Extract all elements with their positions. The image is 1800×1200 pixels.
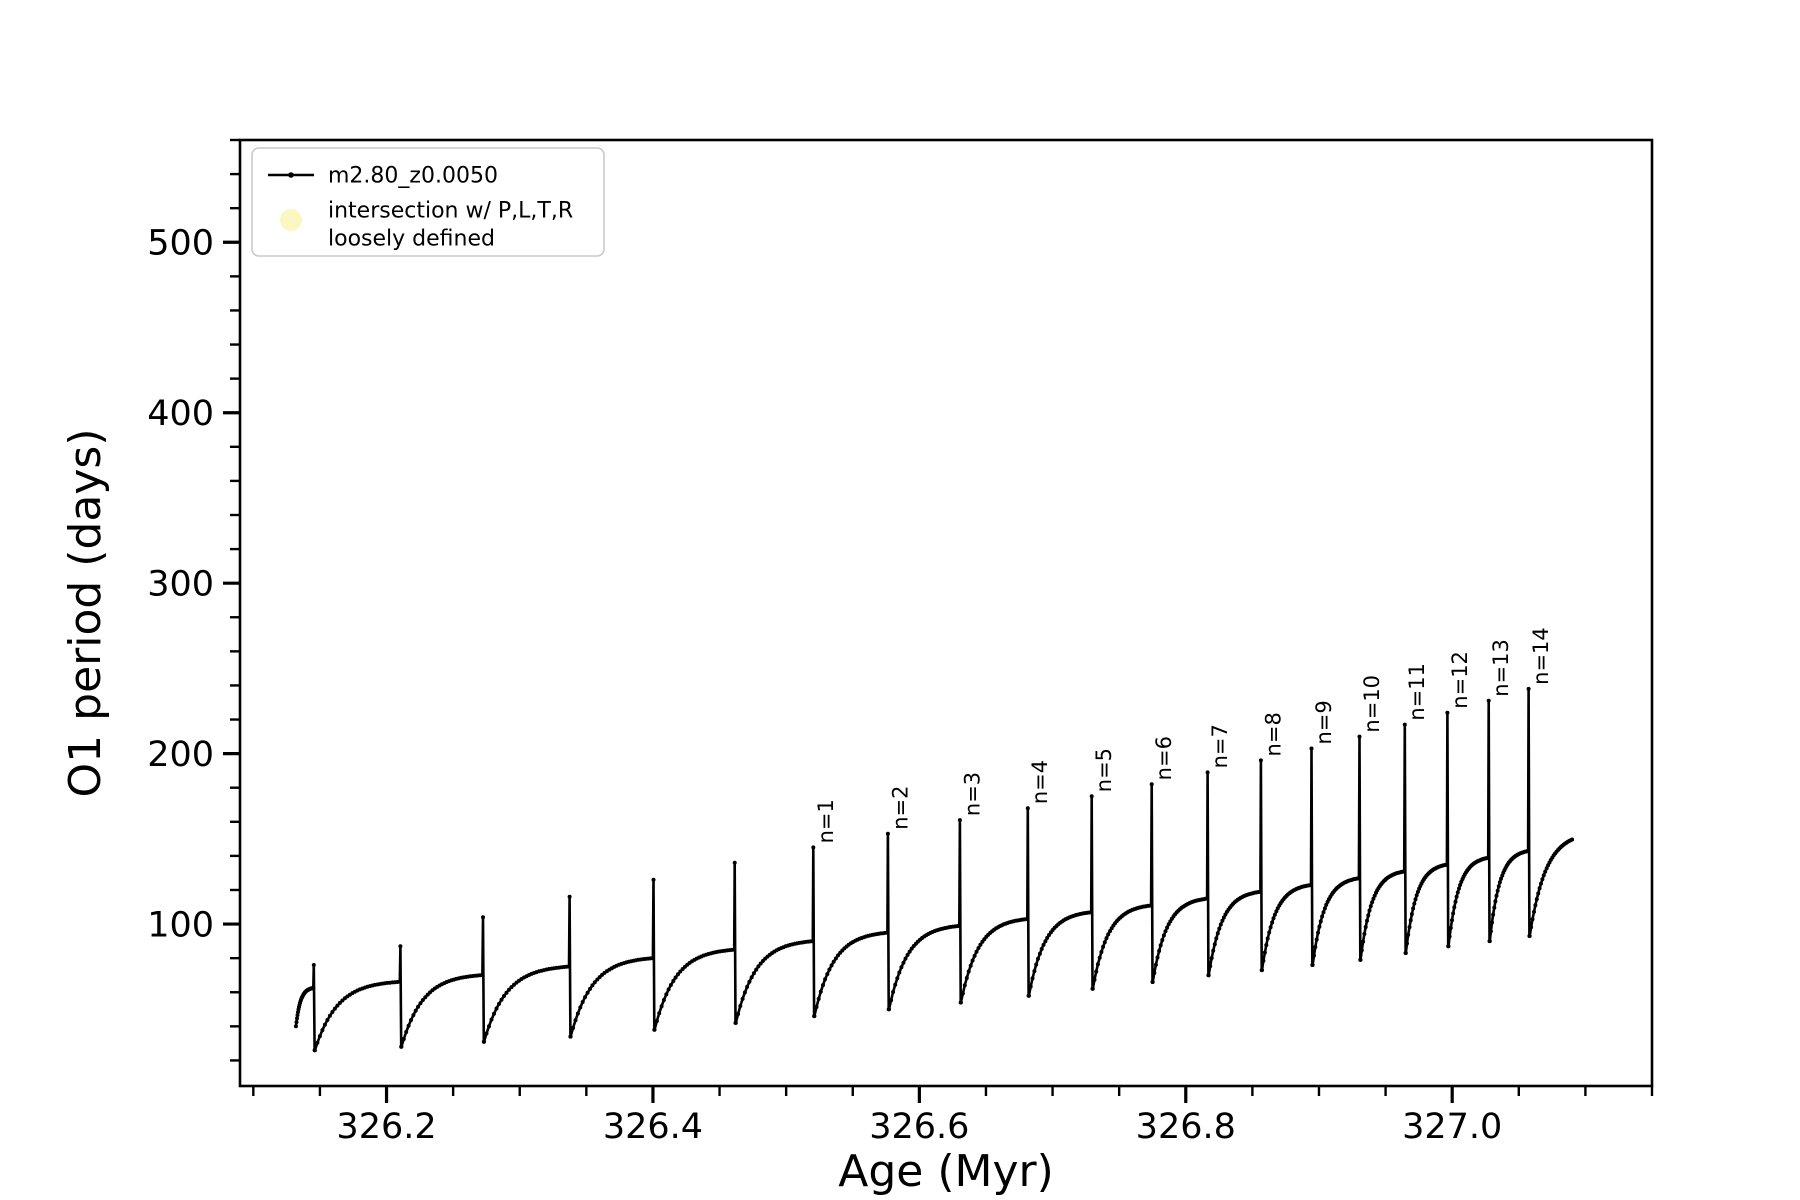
x-tick-label: 326.6 bbox=[869, 1107, 969, 1147]
y-tick-label: 500 bbox=[147, 224, 214, 264]
pulse-label-n=2: n=2 bbox=[888, 785, 912, 829]
x-tick-label: 326.8 bbox=[1136, 1107, 1236, 1147]
pulse-label-n=7: n=7 bbox=[1208, 724, 1232, 768]
pulse-label-n=9: n=9 bbox=[1312, 700, 1336, 744]
pulse-label-n=5: n=5 bbox=[1092, 748, 1116, 792]
y-tick-label: 300 bbox=[147, 564, 214, 604]
pulse-annotations: n=1 n=2 n=3 n=4 n=5 n=6 n=7 n=8 n=9 n=10 n=11 n=12 n… bbox=[814, 627, 1553, 843]
legend-dot-sample bbox=[288, 172, 294, 178]
y-tick-label: 400 bbox=[147, 394, 214, 434]
x-tick-label: 327.0 bbox=[1402, 1107, 1502, 1147]
x-axis-label: Age (Myr) bbox=[838, 1146, 1054, 1197]
y-tick-label: 200 bbox=[147, 735, 214, 775]
series-line bbox=[293, 686, 1575, 1053]
pulse-label-n=14: n=14 bbox=[1529, 627, 1553, 685]
pulse-label-n=12: n=12 bbox=[1448, 651, 1472, 709]
legend: m2.80_z0.0050 intersection w/ P,L,T,R loos… bbox=[251, 147, 605, 257]
series-path bbox=[294, 687, 1573, 1052]
axes: 326.2 326.4 326.6 326.8 327.0 100 200 300 400 500 bbox=[147, 138, 1654, 1147]
pulse-label-n=1: n=1 bbox=[814, 799, 838, 843]
pulse-label-n=4: n=4 bbox=[1028, 760, 1052, 804]
x-tick-label: 326.4 bbox=[603, 1107, 703, 1147]
y-tick-label: 100 bbox=[147, 905, 214, 945]
legend-box bbox=[251, 147, 605, 257]
axes-frame bbox=[238, 138, 1654, 1088]
pulse-label-n=8: n=8 bbox=[1261, 712, 1285, 756]
legend-label-2b: loosely defined bbox=[328, 227, 495, 252]
legend-marker-sample bbox=[280, 209, 302, 231]
x-tick-label: 326.2 bbox=[336, 1107, 436, 1147]
pulse-label-n=3: n=3 bbox=[960, 772, 984, 816]
legend-label-1: m2.80_z0.0050 bbox=[328, 164, 498, 189]
y-axis-label: O1 period (days) bbox=[60, 429, 111, 798]
legend-label-2a: intersection w/ P,L,T,R bbox=[328, 199, 573, 224]
pulse-label-n=11: n=11 bbox=[1405, 663, 1429, 721]
pulse-label-n=10: n=10 bbox=[1360, 675, 1384, 733]
pulse-label-n=13: n=13 bbox=[1489, 639, 1513, 697]
pulse-label-n=6: n=6 bbox=[1152, 736, 1176, 780]
